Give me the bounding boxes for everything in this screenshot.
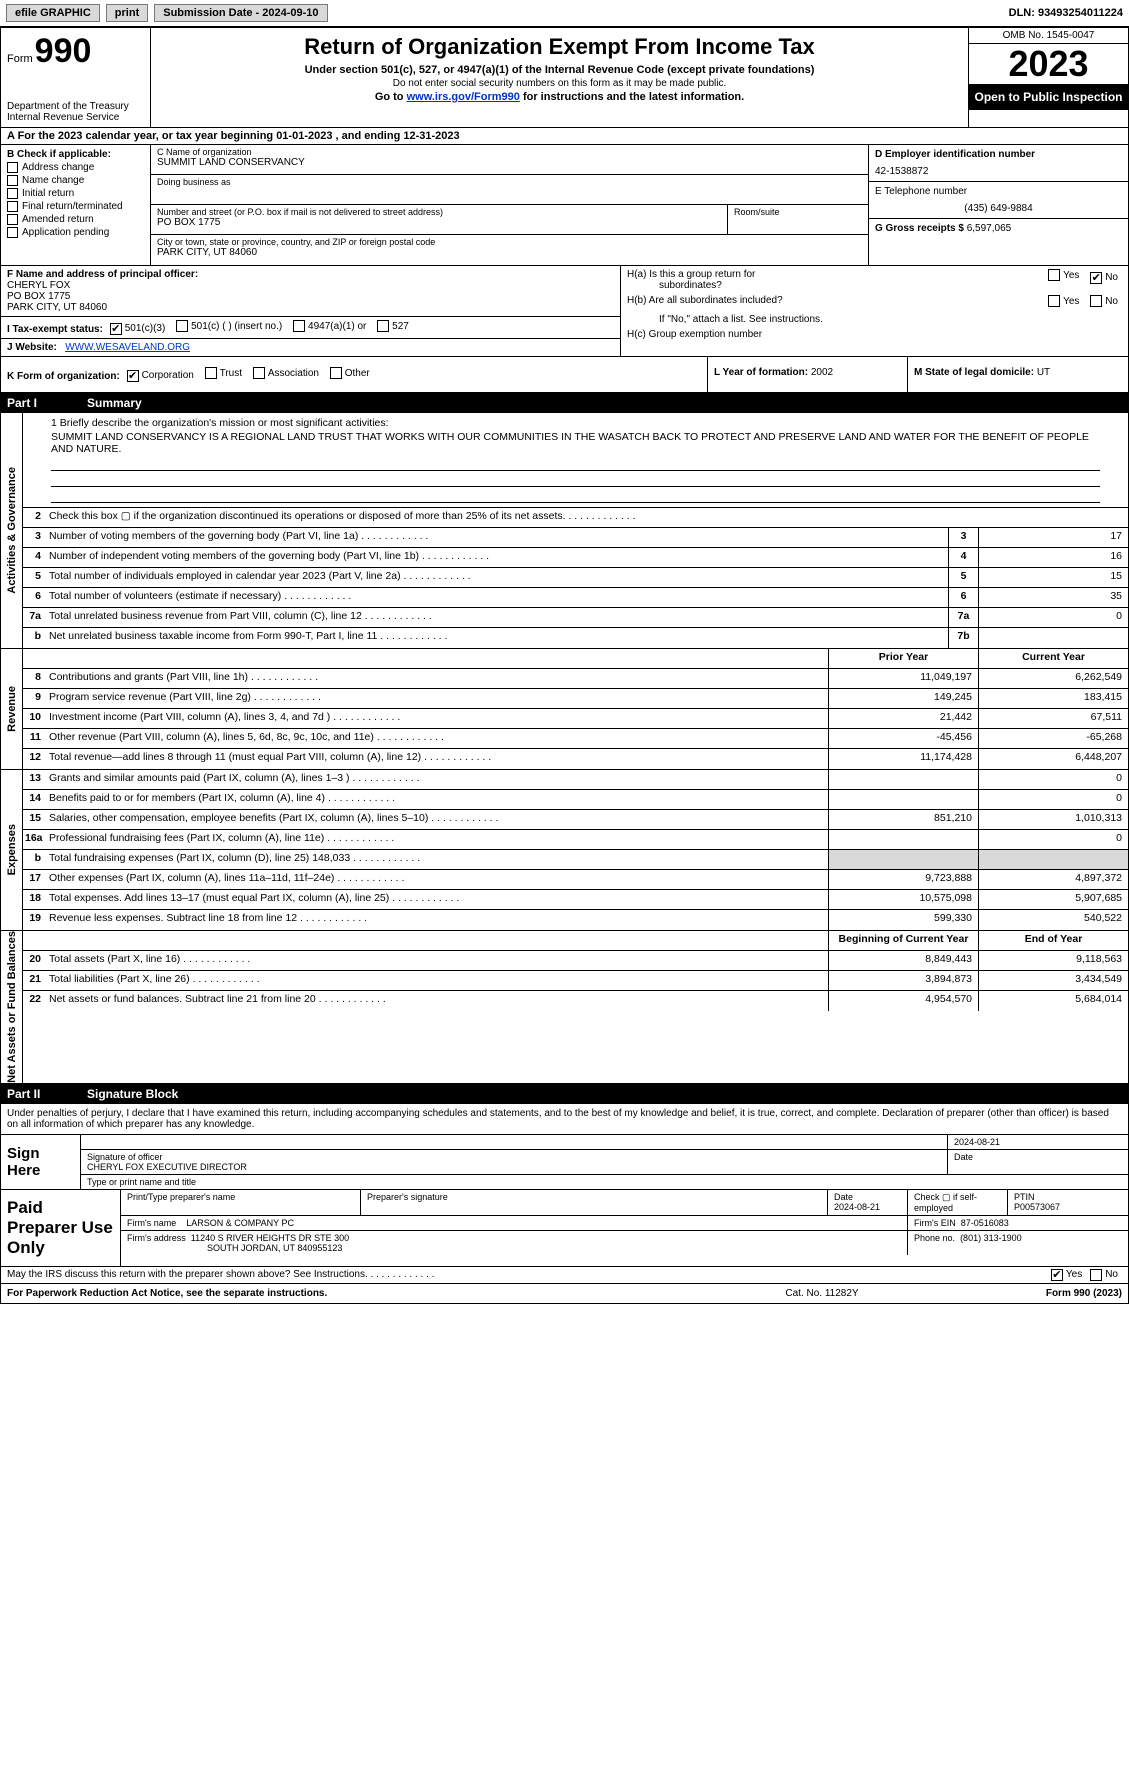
form-990: Form 990 Department of the Treasury Inte… bbox=[0, 27, 1129, 1304]
efile-badge: efile GRAPHIC bbox=[6, 4, 100, 22]
omb-number: OMB No. 1545-0047 bbox=[969, 28, 1128, 44]
line-1-mission: 1 Briefly describe the organization's mi… bbox=[23, 413, 1128, 508]
sign-here-label: Sign Here bbox=[1, 1135, 81, 1189]
ptin: P00573067 bbox=[1014, 1202, 1122, 1212]
rev-line-11: 11Other revenue (Part VIII, column (A), … bbox=[23, 729, 1128, 749]
hb-yes bbox=[1048, 295, 1060, 307]
gov-line-2: 2Check this box ▢ if the organization di… bbox=[23, 508, 1128, 528]
telephone: (435) 649-9884 bbox=[875, 203, 1122, 214]
ha-yes bbox=[1048, 269, 1060, 281]
firm-ein: 87-0516083 bbox=[961, 1218, 1009, 1228]
box-m: M State of legal domicile: UT bbox=[908, 357, 1128, 392]
tax-year: 2023 bbox=[969, 44, 1128, 84]
form-subtitle-1: Under section 501(c), 527, or 4947(a)(1)… bbox=[159, 64, 960, 76]
form-subtitle-3: Go to www.irs.gov/Form990 for instructio… bbox=[159, 91, 960, 103]
firm-phone: (801) 313-1900 bbox=[960, 1233, 1022, 1243]
rev-line-9: 9Program service revenue (Part VIII, lin… bbox=[23, 689, 1128, 709]
check-501c bbox=[176, 320, 188, 332]
form-number: 990 bbox=[35, 32, 92, 71]
box-b: B Check if applicable: Address changeNam… bbox=[1, 145, 151, 265]
k-corp bbox=[127, 370, 139, 382]
signature-intro: Under penalties of perjury, I declare th… bbox=[1, 1104, 1128, 1135]
box-b-opt-5: Application pending bbox=[7, 227, 144, 238]
col-headers: Prior Year Current Year bbox=[23, 649, 1128, 669]
box-b-opt-0: Address change bbox=[7, 162, 144, 173]
firm-name: LARSON & COMPANY PC bbox=[186, 1218, 294, 1228]
box-i: I Tax-exempt status: 501(c)(3) 501(c) ( … bbox=[1, 317, 620, 339]
k-assoc bbox=[253, 367, 265, 379]
submission-date: Submission Date - 2024-09-10 bbox=[154, 4, 327, 22]
gov-line-3: 3Number of voting members of the governi… bbox=[23, 528, 1128, 548]
irs-link[interactable]: www.irs.gov/Form990 bbox=[407, 91, 520, 103]
city: PARK CITY, UT 84060 bbox=[157, 247, 862, 258]
exp-line-15: 15Salaries, other compensation, employee… bbox=[23, 810, 1128, 830]
dept-irs: Internal Revenue Service bbox=[7, 112, 144, 123]
rev-line-10: 10Investment income (Part VIII, column (… bbox=[23, 709, 1128, 729]
form-label: Form bbox=[7, 53, 33, 65]
form-subtitle-2: Do not enter social security numbers on … bbox=[159, 78, 960, 89]
gov-line-b: bNet unrelated business taxable income f… bbox=[23, 628, 1128, 648]
dept-treasury: Department of the Treasury bbox=[7, 101, 144, 112]
box-f: F Name and address of principal officer:… bbox=[1, 266, 620, 317]
gov-line-6: 6Total number of volunteers (estimate if… bbox=[23, 588, 1128, 608]
discuss-no bbox=[1090, 1269, 1102, 1281]
box-b-opt-1: Name change bbox=[7, 175, 144, 186]
box-b-opt-4: Amended return bbox=[7, 214, 144, 225]
website-link[interactable]: WWW.WESAVELAND.ORG bbox=[65, 342, 190, 353]
tab-net-assets: Net Assets or Fund Balances bbox=[1, 931, 23, 1083]
box-k: K Form of organization: Corporation Trus… bbox=[1, 357, 708, 392]
tab-governance: Activities & Governance bbox=[1, 413, 23, 648]
dln-label: DLN: 93493254011224 bbox=[1009, 7, 1123, 19]
na-line-22: 22Net assets or fund balances. Subtract … bbox=[23, 991, 1128, 1011]
discuss-row: May the IRS discuss this return with the… bbox=[1, 1267, 1128, 1284]
check-501c3 bbox=[110, 323, 122, 335]
box-b-opt-3: Final return/terminated bbox=[7, 201, 144, 212]
tab-expenses: Expenses bbox=[1, 770, 23, 930]
na-line-20: 20Total assets (Part X, line 16)8,849,44… bbox=[23, 951, 1128, 971]
ha-no bbox=[1090, 272, 1102, 284]
k-trust bbox=[205, 367, 217, 379]
box-l: L Year of formation: 2002 bbox=[708, 357, 908, 392]
gov-line-5: 5Total number of individuals employed in… bbox=[23, 568, 1128, 588]
page-footer: For Paperwork Reduction Act Notice, see … bbox=[1, 1284, 1128, 1303]
na-line-21: 21Total liabilities (Part X, line 26)3,8… bbox=[23, 971, 1128, 991]
exp-line-17: 17Other expenses (Part IX, column (A), l… bbox=[23, 870, 1128, 890]
print-button[interactable]: print bbox=[106, 4, 148, 22]
paid-preparer-label: Paid Preparer Use Only bbox=[1, 1190, 121, 1266]
discuss-yes bbox=[1051, 1269, 1063, 1281]
rev-line-8: 8Contributions and grants (Part VIII, li… bbox=[23, 669, 1128, 689]
box-j: J Website: WWW.WESAVELAND.ORG bbox=[1, 339, 620, 356]
top-toolbar: efile GRAPHIC print Submission Date - 20… bbox=[0, 0, 1129, 27]
part-ii-header: Part II Signature Block bbox=[1, 1084, 1128, 1104]
public-inspection: Open to Public Inspection bbox=[969, 84, 1128, 110]
gov-line-4: 4Number of independent voting members of… bbox=[23, 548, 1128, 568]
rev-line-12: 12Total revenue—add lines 8 through 11 (… bbox=[23, 749, 1128, 769]
officer-name: CHERYL FOX EXECUTIVE DIRECTOR bbox=[87, 1162, 941, 1172]
exp-line-18: 18Total expenses. Add lines 13–17 (must … bbox=[23, 890, 1128, 910]
tab-revenue: Revenue bbox=[1, 649, 23, 769]
gov-line-7a: 7aTotal unrelated business revenue from … bbox=[23, 608, 1128, 628]
street: PO BOX 1775 bbox=[157, 217, 721, 228]
part-i-header: Part I Summary bbox=[1, 393, 1128, 413]
hb-no bbox=[1090, 295, 1102, 307]
box-d: D Employer identification number 42-1538… bbox=[868, 145, 1128, 265]
exp-line-13: 13Grants and similar amounts paid (Part … bbox=[23, 770, 1128, 790]
check-4947 bbox=[293, 320, 305, 332]
box-b-opt-2: Initial return bbox=[7, 188, 144, 199]
row-a-period: A For the 2023 calendar year, or tax yea… bbox=[1, 128, 1128, 145]
check-527 bbox=[377, 320, 389, 332]
form-title: Return of Organization Exempt From Incom… bbox=[159, 34, 960, 60]
exp-line-14: 14Benefits paid to or for members (Part … bbox=[23, 790, 1128, 810]
box-h: H(a) Is this a group return for subordin… bbox=[621, 266, 1128, 356]
org-name: SUMMIT LAND CONSERVANCY bbox=[157, 157, 862, 168]
ein: 42-1538872 bbox=[875, 166, 1122, 177]
exp-line-19: 19Revenue less expenses. Subtract line 1… bbox=[23, 910, 1128, 930]
gross-receipts: 6,597,065 bbox=[967, 223, 1012, 234]
na-col-headers: Beginning of Current Year End of Year bbox=[23, 931, 1128, 951]
exp-line-b: bTotal fundraising expenses (Part IX, co… bbox=[23, 850, 1128, 870]
k-other bbox=[330, 367, 342, 379]
box-c: C Name of organization SUMMIT LAND CONSE… bbox=[151, 145, 868, 265]
exp-line-16a: 16aProfessional fundraising fees (Part I… bbox=[23, 830, 1128, 850]
